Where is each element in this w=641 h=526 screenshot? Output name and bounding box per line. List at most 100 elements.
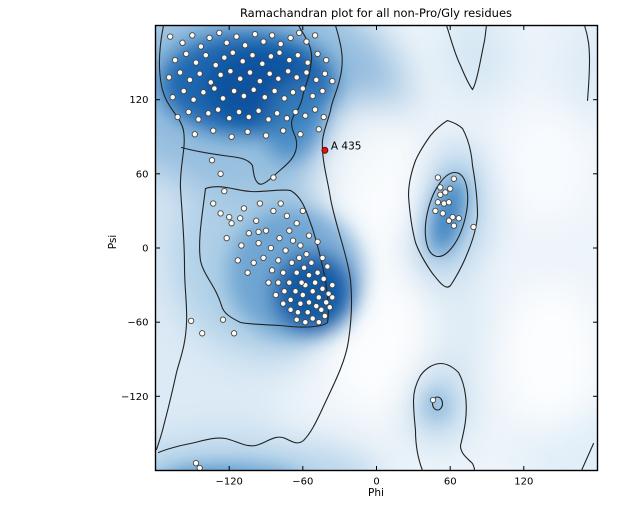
residue-point xyxy=(255,239,262,247)
residue-point xyxy=(250,259,257,266)
scatter-points xyxy=(165,29,477,472)
residue-point xyxy=(303,69,310,76)
residue-point xyxy=(284,68,292,75)
residue-point xyxy=(315,319,322,326)
residue-point xyxy=(272,291,279,299)
contour-topright xyxy=(583,25,591,102)
residue-point xyxy=(227,68,234,75)
contour-left-boundary xyxy=(155,25,188,451)
residue-point xyxy=(305,272,313,279)
residue-point xyxy=(223,39,230,46)
residue-point xyxy=(325,290,332,297)
residue-point xyxy=(315,294,322,301)
residue-point xyxy=(226,213,233,221)
residue-point xyxy=(273,110,281,117)
residue-point xyxy=(450,222,458,229)
residue-point xyxy=(294,52,302,59)
residue-point xyxy=(253,217,260,224)
residue-point xyxy=(241,42,249,49)
residue-point xyxy=(280,269,287,276)
residue-point xyxy=(299,291,306,299)
residue-point xyxy=(297,242,304,249)
residue-point xyxy=(211,85,218,92)
residue-point xyxy=(329,77,336,85)
residue-point xyxy=(268,267,276,274)
residue-point xyxy=(437,184,444,191)
residue-point xyxy=(303,251,310,258)
contour-corner-br xyxy=(580,442,595,471)
contour-bottom-blob xyxy=(412,362,476,471)
residue-point xyxy=(319,87,326,95)
residue-point xyxy=(292,108,299,116)
residue-point xyxy=(268,32,276,39)
residue-point xyxy=(229,49,236,56)
residue-point xyxy=(320,275,327,283)
residue-point xyxy=(240,205,248,212)
residue-point xyxy=(237,215,244,222)
residue-point xyxy=(262,132,270,139)
plot-title: Ramachandran plot for all non-Pro/Gly re… xyxy=(239,6,513,20)
residue-point xyxy=(319,285,326,292)
residue-point xyxy=(304,309,311,316)
residue-point xyxy=(239,58,246,65)
residue-point xyxy=(210,127,217,134)
residue-point xyxy=(174,113,181,121)
residue-point xyxy=(289,237,297,244)
residue-point xyxy=(286,56,293,64)
residue-point xyxy=(296,254,303,262)
residue-point xyxy=(256,77,264,85)
residue-point xyxy=(187,317,195,325)
residue-point xyxy=(228,220,235,227)
residue-point xyxy=(297,300,304,307)
residue-point xyxy=(266,70,273,77)
residue-point xyxy=(303,38,310,45)
residue-point xyxy=(450,175,458,182)
residue-point xyxy=(275,257,282,264)
residue-point xyxy=(214,106,222,113)
x-tick-label: 60 xyxy=(444,477,457,488)
residue-point xyxy=(286,227,293,234)
residue-point xyxy=(190,96,197,103)
residue-point xyxy=(432,207,439,215)
residue-point xyxy=(434,199,442,206)
residue-point xyxy=(309,315,316,322)
residue-point xyxy=(228,133,235,140)
residue-point xyxy=(276,234,283,242)
residue-point xyxy=(323,299,330,306)
residue-point xyxy=(267,244,275,252)
residue-point xyxy=(210,200,217,207)
residue-point xyxy=(293,269,300,276)
residue-point xyxy=(311,279,319,286)
residue-point xyxy=(245,230,252,237)
residue-point xyxy=(265,116,272,123)
residue-point xyxy=(221,54,228,61)
residue-point xyxy=(326,304,333,311)
tick-marks xyxy=(155,25,598,471)
residue-point xyxy=(442,189,449,196)
residue-point xyxy=(212,61,219,69)
outlier-marker: A 435 xyxy=(321,140,361,154)
contour-lalpha-outer xyxy=(407,119,479,288)
residue-point xyxy=(235,108,243,116)
residue-point xyxy=(165,74,173,81)
residue-point xyxy=(287,34,294,42)
residue-point xyxy=(293,74,300,81)
residue-point xyxy=(270,207,277,215)
residue-point xyxy=(305,232,313,239)
contour-beta-inner xyxy=(180,25,313,185)
residue-point xyxy=(245,113,252,121)
residue-point xyxy=(250,86,257,93)
residue-point xyxy=(192,459,200,467)
residue-point xyxy=(185,108,192,116)
outlier-point xyxy=(321,146,329,154)
residue-point xyxy=(283,115,291,122)
y-tick-label: 0 xyxy=(142,244,148,255)
residue-point xyxy=(260,38,267,45)
residue-point xyxy=(219,316,227,323)
residue-point xyxy=(186,76,194,84)
residue-point xyxy=(314,238,321,245)
residue-point xyxy=(202,52,209,59)
residue-point xyxy=(439,210,446,217)
residue-point xyxy=(283,212,291,220)
